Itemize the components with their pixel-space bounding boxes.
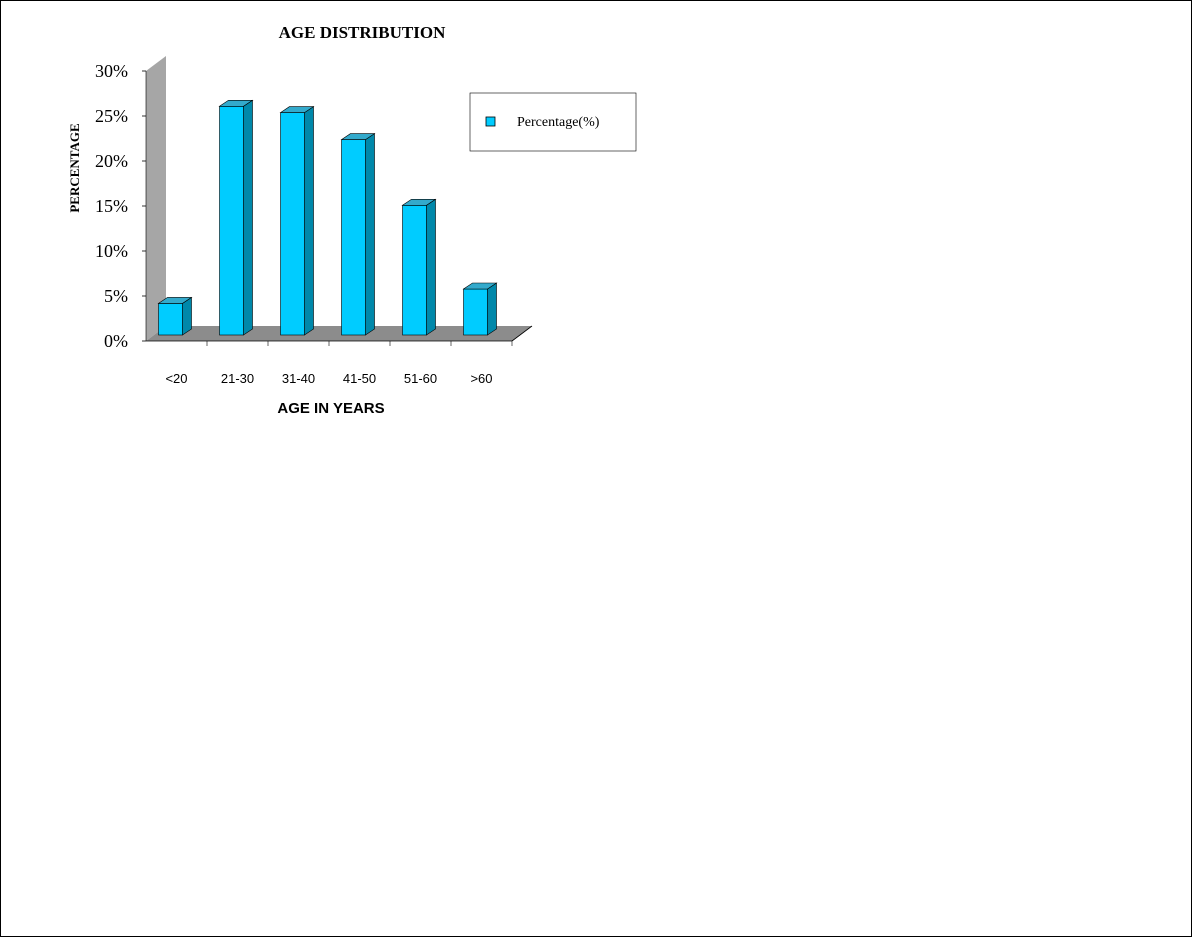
bar <box>462 282 498 336</box>
bar <box>279 106 315 336</box>
y-axis: 0% 5% 10% 15% 20% 25% 30% <box>95 61 147 351</box>
bar <box>157 296 193 336</box>
bar-top <box>279 106 315 113</box>
bar-side <box>182 296 192 336</box>
legend: Percentage(%) <box>469 92 637 152</box>
floor-edge <box>511 325 533 342</box>
chart-back-wall <box>146 56 166 341</box>
x-axis: <20 21-30 31-40 41-50 51-60 >60 <box>165 341 513 386</box>
bar-front <box>280 112 305 336</box>
legend-swatch <box>485 116 496 127</box>
bar-front <box>402 205 427 336</box>
bar-side <box>487 282 497 336</box>
bar-front <box>341 139 366 336</box>
back-wall <box>146 56 166 341</box>
bar-front <box>219 106 244 336</box>
y-tick-label: 10% <box>95 241 128 261</box>
chart-title: AGE DISTRIBUTION <box>279 23 446 42</box>
bars <box>157 99 498 336</box>
y-tick-label: 5% <box>104 286 128 306</box>
bar-top <box>218 100 254 107</box>
bar-front <box>158 303 183 336</box>
x-tick-label: 51-60 <box>404 371 437 386</box>
bar-top <box>157 297 193 304</box>
x-tick-label: 41-50 <box>343 371 376 386</box>
bar-side <box>365 133 375 336</box>
bar-top <box>462 282 498 290</box>
bar-top <box>401 199 437 206</box>
x-axis-label: AGE IN YEARS <box>277 400 384 417</box>
y-tick-label: 20% <box>95 151 128 171</box>
y-tick-label: 15% <box>95 196 128 216</box>
bar <box>340 133 376 336</box>
x-tick-label: <20 <box>165 371 187 386</box>
x-tick-label: 21-30 <box>221 371 254 386</box>
legend-label: Percentage(%) <box>517 115 600 130</box>
y-tick-label: 0% <box>104 331 128 351</box>
y-tick-label: 25% <box>95 106 128 126</box>
x-tick-label: >60 <box>470 371 492 386</box>
bar <box>401 198 437 336</box>
y-tick-label: 30% <box>95 61 128 81</box>
legend-box <box>469 92 637 152</box>
bar-front <box>463 288 488 336</box>
bar-side <box>243 99 253 336</box>
bar-side <box>304 106 314 336</box>
bar-top <box>340 133 376 140</box>
y-axis-label: PERCENTAGE <box>67 123 82 212</box>
bar <box>218 99 254 336</box>
bar-side <box>426 198 436 336</box>
x-tick-label: 31-40 <box>282 371 315 386</box>
